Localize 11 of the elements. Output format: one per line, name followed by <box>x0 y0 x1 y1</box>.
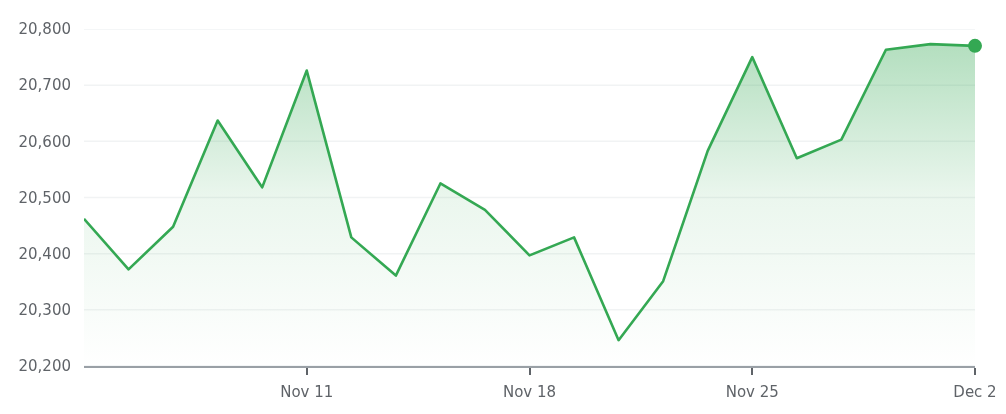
y-tick-label: 20,200 <box>18 357 71 376</box>
y-tick-label: 20,700 <box>18 76 71 95</box>
x-tick-label: Nov 25 <box>725 382 779 401</box>
x-tick-label: Nov 18 <box>502 382 557 401</box>
y-tick-label: 20,400 <box>18 244 71 263</box>
y-tick-label: 20,300 <box>18 301 71 320</box>
y-tick-label: 20,800 <box>18 20 71 39</box>
y-tick-label: 20,500 <box>18 188 71 207</box>
x-tick-label: Dec 2 <box>953 382 997 401</box>
y-tick-label: 20,600 <box>18 132 71 151</box>
x-tick-label: Nov 11 <box>280 382 334 401</box>
